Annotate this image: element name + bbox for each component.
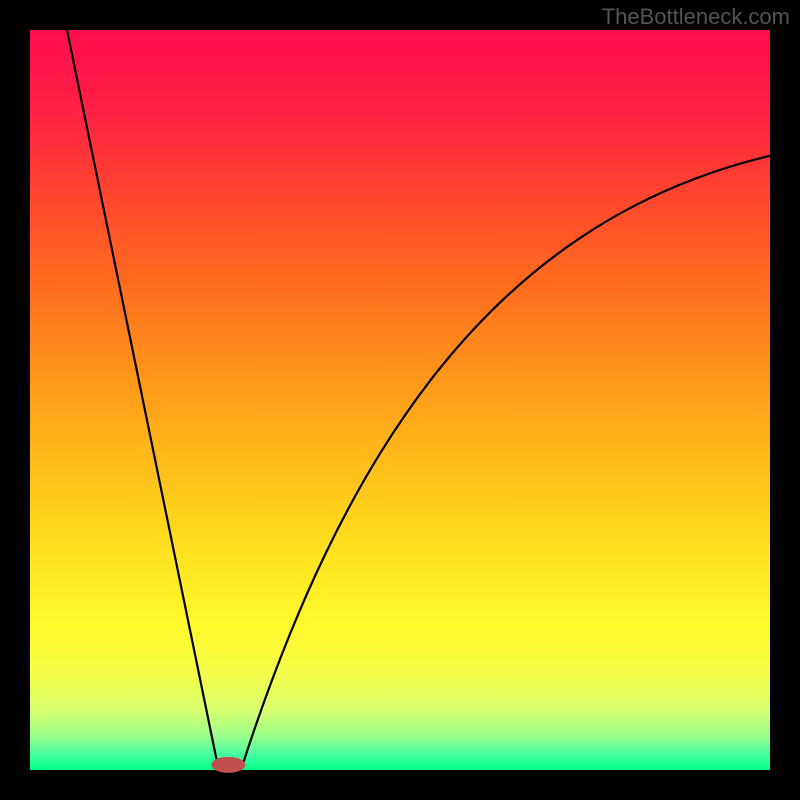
chart-container: TheBottleneck.com — [0, 0, 800, 800]
valley-marker — [211, 757, 245, 773]
bottleneck-chart — [0, 0, 800, 800]
watermark-text: TheBottleneck.com — [602, 4, 790, 30]
plot-background — [30, 30, 770, 770]
